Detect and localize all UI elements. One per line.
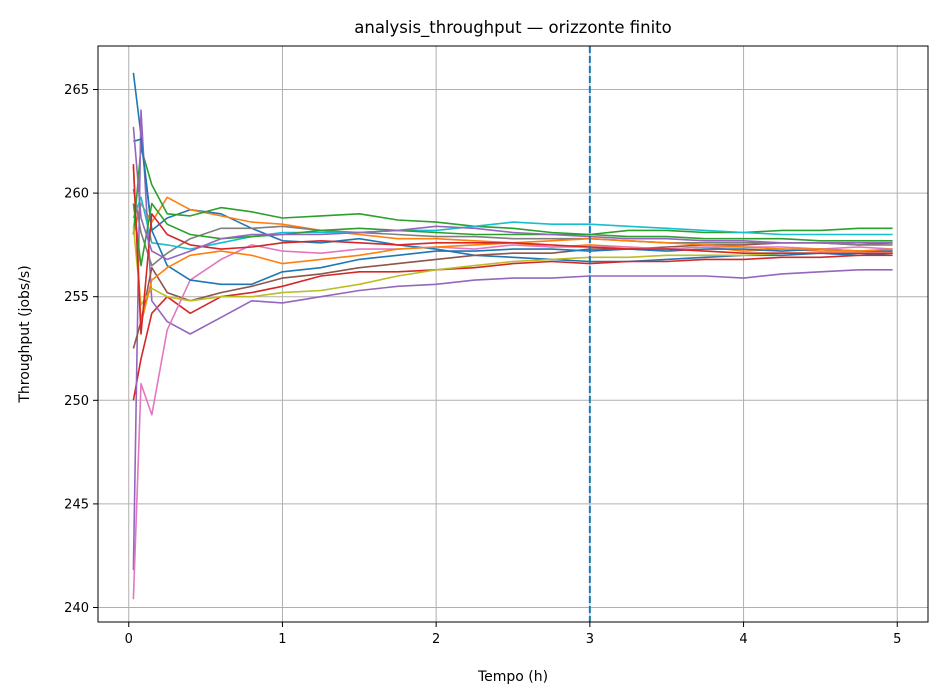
grid	[98, 46, 928, 622]
series-line-7	[132, 244, 893, 600]
series-line-14	[132, 164, 893, 335]
y-tick-label: 250	[64, 394, 89, 409]
chart-title: analysis_throughput — orizzonte finito	[354, 18, 671, 38]
series-line-11	[133, 138, 893, 286]
y-tick-label: 260	[64, 187, 89, 202]
y-tick-label: 240	[64, 601, 89, 616]
y-tick-label: 265	[64, 83, 89, 98]
series-line-8	[132, 188, 893, 267]
x-tick-label: 3	[586, 632, 594, 647]
series-line-6	[132, 242, 893, 349]
series-line-9	[132, 226, 893, 306]
series-line-4	[132, 254, 893, 401]
x-tick-label: 2	[432, 632, 440, 647]
x-tick-label: 5	[893, 632, 901, 647]
x-tick-label: 1	[278, 632, 286, 647]
x-axis-label: Tempo (h)	[477, 669, 548, 685]
series-line-12	[132, 166, 893, 325]
series-line-5	[132, 109, 893, 571]
x-tick-label: 4	[739, 632, 747, 647]
ticks: 0 1 2 3 4 5 240 245 250 255 260 265	[64, 83, 901, 647]
y-tick-label: 245	[64, 497, 89, 512]
x-tick-label: 0	[125, 632, 133, 647]
y-axis-label: Throughput (jobs/s)	[17, 265, 33, 403]
series-line-10	[132, 196, 893, 250]
series-group	[132, 72, 893, 600]
series-line-2	[132, 196, 893, 252]
y-tick-label: 255	[64, 290, 89, 305]
series-line-15	[132, 126, 893, 261]
series-line-13	[132, 202, 893, 267]
plot-frame	[97, 45, 929, 623]
